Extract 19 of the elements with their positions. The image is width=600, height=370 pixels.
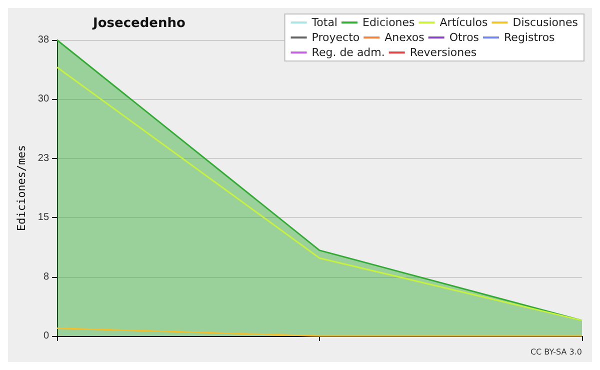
legend-label: Proyecto (312, 31, 360, 44)
y-tick-label: 8 (43, 271, 50, 282)
legend-label: Discusiones (512, 16, 578, 29)
legend-label: Artículos (440, 16, 488, 29)
y-tick-label: 38 (38, 34, 50, 46)
legend-label: Reversiones (410, 46, 477, 59)
chart-title: Josecedenho (92, 16, 186, 31)
y-tick-label: 23 (38, 152, 50, 164)
legend-label: Total (310, 16, 338, 29)
y-tick-label: 30 (38, 94, 50, 105)
legend-label: Ediciones (362, 16, 416, 29)
y-axis-title: Ediciones/mes (15, 144, 28, 232)
text: CC BY-SA 3.0 (530, 348, 582, 356)
legend-label: Registros (504, 31, 556, 44)
y-tick-label: 0 (43, 330, 50, 342)
legend-label: Reg. de adm. (312, 46, 385, 59)
legend-label: Otros (449, 31, 480, 44)
legend-label: Anexos (384, 31, 425, 44)
y-tick-label: 15 (38, 212, 50, 224)
